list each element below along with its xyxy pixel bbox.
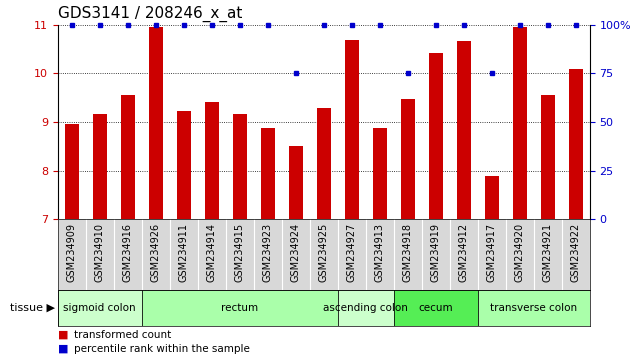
Bar <box>317 108 331 219</box>
Bar <box>233 114 247 219</box>
Text: GSM234915: GSM234915 <box>235 223 245 282</box>
Bar <box>541 95 554 219</box>
Text: GSM234911: GSM234911 <box>179 223 188 282</box>
Text: tissue ▶: tissue ▶ <box>10 303 55 313</box>
Bar <box>93 114 106 219</box>
Text: GSM234917: GSM234917 <box>487 223 497 282</box>
Text: transformed count: transformed count <box>74 330 171 339</box>
Text: GSM234919: GSM234919 <box>431 223 441 282</box>
Text: GSM234921: GSM234921 <box>543 223 553 282</box>
Text: ■: ■ <box>58 344 68 354</box>
Text: GSM234927: GSM234927 <box>347 223 356 282</box>
Bar <box>204 102 219 219</box>
Bar <box>177 112 191 219</box>
Text: ■: ■ <box>58 330 68 339</box>
Text: sigmoid colon: sigmoid colon <box>63 303 136 313</box>
Text: ascending colon: ascending colon <box>323 303 408 313</box>
Bar <box>65 124 79 219</box>
Text: GSM234912: GSM234912 <box>459 223 469 282</box>
Text: GSM234920: GSM234920 <box>515 223 525 282</box>
Text: GSM234916: GSM234916 <box>122 223 133 282</box>
Bar <box>338 290 394 326</box>
Bar <box>394 290 478 326</box>
Bar <box>121 95 135 219</box>
Text: GDS3141 / 208246_x_at: GDS3141 / 208246_x_at <box>58 6 242 22</box>
Text: GSM234914: GSM234914 <box>206 223 217 282</box>
Text: GSM234925: GSM234925 <box>319 223 329 282</box>
Text: rectum: rectum <box>221 303 258 313</box>
Text: GSM234926: GSM234926 <box>151 223 161 282</box>
Text: GSM234923: GSM234923 <box>263 223 272 282</box>
Text: GSM234924: GSM234924 <box>291 223 301 282</box>
Bar <box>478 290 590 326</box>
Bar <box>429 52 443 219</box>
Bar <box>513 27 527 219</box>
Text: GSM234922: GSM234922 <box>570 223 581 282</box>
Bar <box>372 128 387 219</box>
Text: percentile rank within the sample: percentile rank within the sample <box>74 344 249 354</box>
Bar <box>142 290 338 326</box>
Bar <box>401 99 415 219</box>
Text: GSM234918: GSM234918 <box>403 223 413 282</box>
Bar <box>569 69 583 219</box>
Text: GSM234909: GSM234909 <box>67 223 77 282</box>
Text: GSM234910: GSM234910 <box>95 223 104 282</box>
Bar <box>345 40 359 219</box>
Bar <box>149 27 163 219</box>
Text: cecum: cecum <box>419 303 453 313</box>
Bar <box>58 290 142 326</box>
Bar <box>456 41 470 219</box>
Bar <box>485 176 499 219</box>
Bar <box>288 147 303 219</box>
Text: GSM234913: GSM234913 <box>375 223 385 282</box>
Bar <box>261 128 275 219</box>
Text: transverse colon: transverse colon <box>490 303 578 313</box>
